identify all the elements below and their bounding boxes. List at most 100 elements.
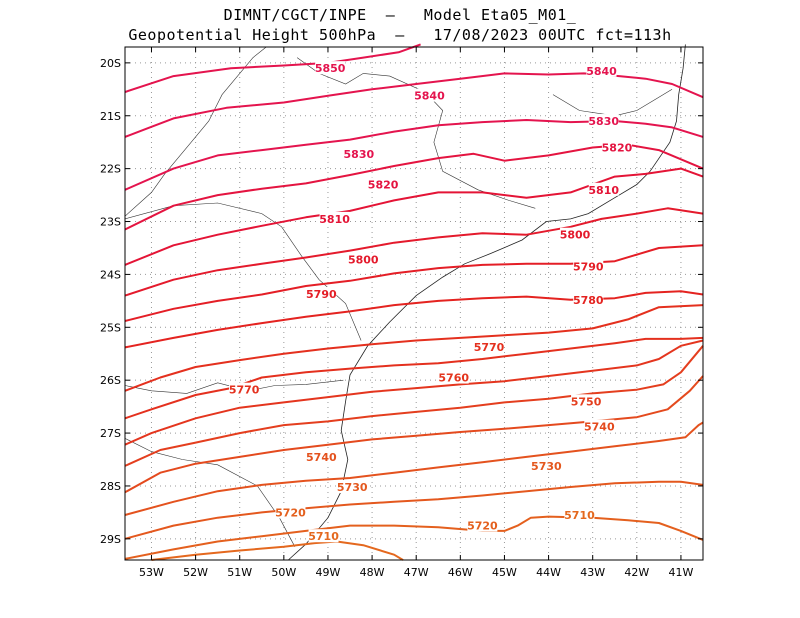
lat-tick-label: 26S	[100, 374, 121, 387]
contour-label: 5720	[275, 506, 306, 519]
contour-label: 5760	[438, 372, 469, 385]
contour-labels: 5850 5840 5840 5830 5830 5820 5820 5810 5810 5800…	[229, 61, 633, 543]
contour-label: 5840	[586, 65, 617, 78]
lon-tick-label: 47W	[404, 566, 429, 579]
contour-label: 5740	[306, 451, 337, 464]
contour-label: 5710	[308, 530, 339, 543]
contour-label: 5780	[573, 294, 604, 307]
lat-tick-label: 27S	[100, 427, 121, 440]
contour-5770	[124, 336, 704, 420]
contour-label-bg	[588, 182, 619, 196]
contour-label: 5800	[348, 254, 379, 267]
lon-tick-label: 52W	[183, 566, 208, 579]
lat-tick-label: 22S	[100, 163, 121, 176]
contour-label-bg	[319, 211, 350, 225]
contour-5770	[124, 304, 704, 392]
contour-label-bg	[438, 370, 469, 384]
chart-title-line-1: DIMNT/CGCT/INPE – Model Eta05_M01_	[223, 6, 577, 24]
contour-label-bg	[414, 88, 445, 102]
lon-tick-label: 46W	[448, 566, 473, 579]
contour-5730	[124, 480, 704, 540]
lon-tick-label: 53W	[139, 566, 164, 579]
lat-tick-label: 23S	[100, 216, 121, 229]
contour-label: 5770	[229, 384, 260, 397]
state-border	[552, 89, 673, 117]
lon-tick-label: 44W	[536, 566, 561, 579]
contour-label-bg	[571, 394, 602, 408]
contour-label: 5740	[584, 421, 615, 434]
contour-label: 5810	[319, 213, 350, 226]
contour-label: 5820	[602, 141, 633, 154]
graticule-grid	[125, 47, 703, 560]
contour-label-bg	[531, 458, 562, 472]
contour-label: 5810	[588, 184, 619, 197]
contour-label-bg	[229, 382, 260, 396]
contour-label-bg	[315, 61, 346, 75]
lon-tick-label: 43W	[580, 566, 605, 579]
contour-label-bg	[586, 63, 617, 77]
contour-label-bg	[601, 140, 632, 154]
lon-tick-label: 50W	[271, 566, 296, 579]
contour-label-bg	[573, 259, 604, 273]
lat-tick-label: 24S	[100, 268, 121, 281]
contour-label: 5830	[344, 148, 375, 161]
contour-5800	[124, 207, 704, 297]
contour-label-bg	[368, 177, 399, 191]
contour-5790	[124, 244, 704, 322]
contour-label-bg	[306, 449, 337, 463]
contour-label: 5730	[531, 460, 562, 473]
contour-label-bg	[588, 114, 619, 128]
contour-label: 5820	[368, 179, 399, 192]
contour-5750	[124, 345, 704, 467]
contour-label-bg	[308, 529, 339, 543]
contour-label: 5830	[588, 115, 619, 128]
contour-label: 5770	[474, 341, 505, 354]
lon-tick-label: 48W	[360, 566, 385, 579]
chart-title-line-2: Geopotential Height 500hPa – 17/08/2023 …	[128, 26, 672, 44]
contour-label: 5840	[414, 90, 445, 103]
lon-tick-label: 45W	[492, 566, 517, 579]
contour-5840	[124, 72, 704, 138]
contour-5850	[124, 43, 421, 93]
contour-label: 5750	[571, 395, 602, 408]
lat-tick-label: 28S	[100, 480, 121, 493]
contour-5740	[124, 421, 704, 516]
contour-label-bg	[348, 252, 379, 266]
axis-ticks: 20S 21S 22S 23S 24S 25S 26S 27S 28S 29S 53W 52W 51W 5…	[100, 47, 703, 579]
contour-label-bg	[584, 419, 615, 433]
contour-label: 5720	[467, 520, 498, 533]
contour-5780	[124, 290, 704, 349]
lon-tick-label: 51W	[227, 566, 252, 579]
contour-label-bg	[275, 505, 306, 519]
contour-label-bg	[474, 339, 505, 353]
contour-label: 5850	[315, 62, 346, 75]
contour-label: 5790	[573, 260, 604, 273]
lon-tick-label: 49W	[316, 566, 341, 579]
lon-tick-label: 42W	[624, 566, 649, 579]
contour-label-bg	[337, 480, 368, 494]
contour-label: 5730	[337, 481, 368, 494]
contour-label: 5710	[564, 509, 595, 522]
state-border	[124, 46, 267, 217]
lat-tick-label: 29S	[100, 533, 121, 546]
contour-5710	[151, 540, 404, 561]
lat-tick-label: 20S	[100, 57, 121, 70]
lat-tick-label: 21S	[100, 110, 121, 123]
state-border	[124, 202, 362, 341]
contour-label-bg	[343, 146, 374, 160]
contour-label-bg	[467, 518, 498, 532]
contour-5740	[124, 375, 704, 494]
contour-label-bg	[560, 227, 591, 241]
coastline	[288, 44, 686, 561]
contour-label: 5790	[306, 288, 337, 301]
lon-tick-label: 41W	[669, 566, 694, 579]
contour-label-bg	[306, 286, 337, 300]
contour-label: 5800	[560, 229, 591, 242]
contour-5760	[124, 339, 704, 446]
map-frame	[124, 46, 704, 561]
contour-5810	[124, 167, 704, 266]
lat-tick-label: 25S	[100, 321, 121, 334]
contour-5830	[124, 119, 704, 191]
contour-label-bg	[573, 292, 604, 306]
